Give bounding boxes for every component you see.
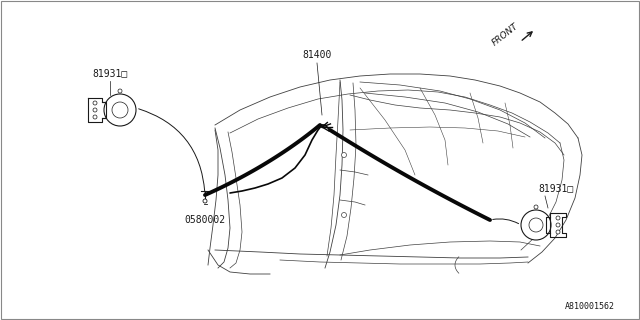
- Text: 81400: 81400: [302, 50, 332, 60]
- Circle shape: [529, 218, 543, 232]
- Circle shape: [104, 94, 136, 126]
- Circle shape: [112, 102, 128, 118]
- Circle shape: [342, 212, 346, 218]
- Circle shape: [521, 210, 551, 240]
- Circle shape: [534, 205, 538, 209]
- Circle shape: [93, 101, 97, 105]
- Circle shape: [342, 153, 346, 157]
- Text: 0580002: 0580002: [184, 215, 225, 225]
- Text: 81931□: 81931□: [538, 183, 573, 193]
- Circle shape: [556, 216, 560, 220]
- Circle shape: [93, 115, 97, 119]
- Text: 81931□: 81931□: [92, 68, 127, 78]
- Circle shape: [556, 230, 560, 234]
- Text: A810001562: A810001562: [565, 302, 615, 311]
- Circle shape: [203, 199, 207, 203]
- Text: FRONT: FRONT: [490, 22, 520, 48]
- Circle shape: [93, 108, 97, 112]
- Circle shape: [118, 89, 122, 93]
- Circle shape: [556, 223, 560, 227]
